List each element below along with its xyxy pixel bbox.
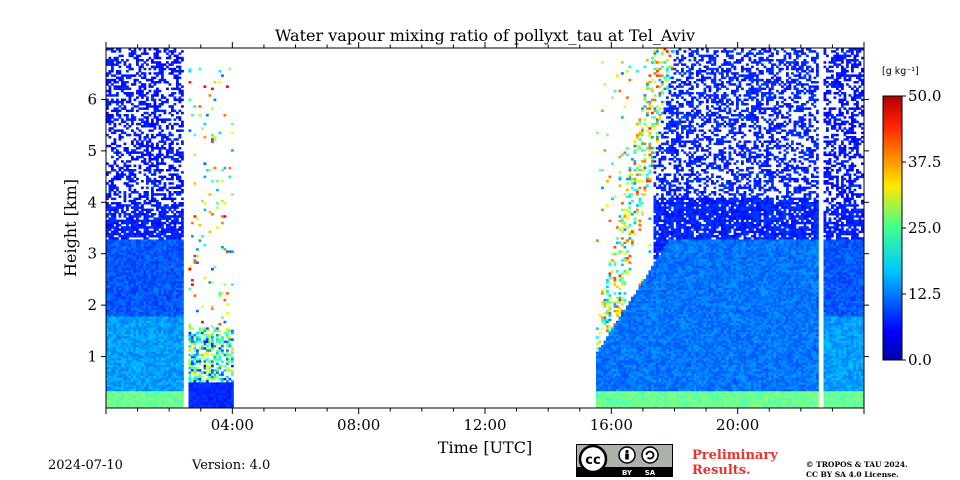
x-tick-label: 16:00 — [590, 416, 633, 434]
copyright-line-2: CC BY SA 4.0 License. — [806, 470, 899, 479]
badge-sa-label: SA — [645, 469, 656, 477]
colorbar-tick-label: 37.5 — [908, 153, 941, 171]
x-tick-label: 04:00 — [211, 416, 254, 434]
sa-icon — [641, 446, 659, 464]
x-tick-label: 20:00 — [716, 416, 759, 434]
cc-by-sa-badge[interactable]: cc BY SA — [576, 444, 673, 477]
y-tick-label: 6 — [87, 90, 97, 108]
colorbar-tick-label: 25.0 — [908, 219, 941, 237]
x-axis: 04:00 08:00 12:00 16:00 20:00 — [105, 42, 865, 434]
y-axis-label: Height [km] — [61, 179, 80, 277]
badge-by-label: BY — [622, 469, 633, 477]
preliminary-results-note: Preliminary Results. — [692, 448, 778, 478]
y-tick-label: 5 — [87, 142, 97, 160]
footer-date: 2024-07-10 — [48, 458, 123, 473]
cc-icon-text: cc — [585, 453, 600, 468]
y-tick-label: 3 — [87, 245, 97, 263]
y-tick-label: 2 — [87, 296, 97, 314]
colorbar-ticks: 0.0 12.5 25.0 37.5 50.0 — [902, 87, 941, 369]
copyright-note: © TROPOS & TAU 2024. CC BY SA 4.0 Licens… — [806, 460, 908, 480]
x-tick-label: 08:00 — [337, 416, 380, 434]
preliminary-line-2: Results. — [692, 463, 751, 478]
preliminary-line-1: Preliminary — [692, 448, 778, 463]
colorbar-unit-label: [g kg⁻¹] — [882, 66, 919, 77]
cc-icon — [578, 444, 608, 474]
colorbar — [882, 95, 903, 361]
footer-version: Version: 4.0 — [192, 458, 271, 473]
x-tick-label: 12:00 — [463, 416, 506, 434]
colorbar-tick-label: 50.0 — [908, 87, 941, 105]
y-tick-label: 4 — [87, 193, 97, 211]
x-axis-label: Time [UTC] — [438, 438, 532, 457]
colorbar-tick-label: 12.5 — [908, 285, 941, 303]
chart-title: Water vapour mixing ratio of pollyxt_tau… — [275, 26, 695, 45]
colorbar-tick-label: 0.0 — [908, 351, 932, 369]
y-axis: 1 2 3 4 5 6 — [87, 90, 869, 366]
copyright-line-1: © TROPOS & TAU 2024. — [806, 460, 908, 469]
y-tick-label: 1 — [87, 348, 97, 366]
heatmap-cells — [106, 48, 864, 408]
